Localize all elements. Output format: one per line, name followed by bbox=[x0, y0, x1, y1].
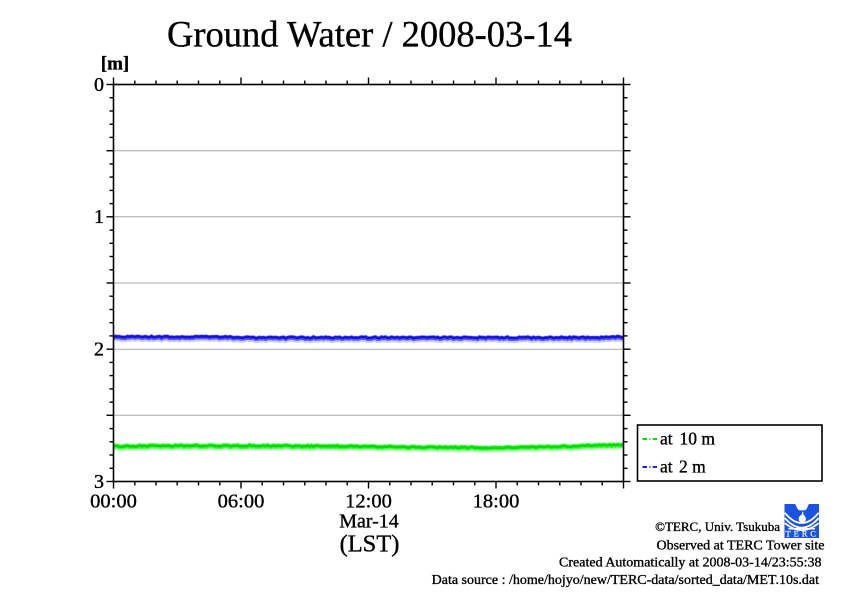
svg-text:at: at bbox=[660, 456, 673, 476]
svg-text:at: at bbox=[660, 429, 673, 449]
svg-text:TERC: TERC bbox=[786, 529, 819, 539]
svg-text:Data source : /home/hojyo/new/: Data source : /home/hojyo/new/TERC-data/… bbox=[432, 573, 819, 588]
svg-text:00:00: 00:00 bbox=[90, 490, 137, 512]
svg-text:Ground Water / 2008-03-14: Ground Water / 2008-03-14 bbox=[167, 14, 572, 55]
svg-text:0: 0 bbox=[94, 74, 104, 96]
svg-text:12:00: 12:00 bbox=[345, 490, 392, 512]
svg-text:Observed at TERC Tower site: Observed at TERC Tower site bbox=[656, 539, 824, 554]
svg-text:Mar-14: Mar-14 bbox=[339, 510, 399, 532]
svg-text:10 m: 10 m bbox=[680, 429, 716, 449]
svg-text:2: 2 bbox=[94, 339, 104, 361]
svg-text:18:00: 18:00 bbox=[473, 490, 520, 512]
svg-text:06:00: 06:00 bbox=[218, 490, 265, 512]
svg-text:3: 3 bbox=[94, 471, 104, 493]
svg-text:©TERC, Univ. Tsukuba: ©TERC, Univ. Tsukuba bbox=[655, 519, 780, 534]
svg-text:[m]: [m] bbox=[101, 54, 129, 75]
svg-text:2 m: 2 m bbox=[679, 456, 706, 476]
svg-text:Created Automatically at 2008-: Created Automatically at 2008-03-14/23:5… bbox=[559, 556, 821, 571]
svg-text:1: 1 bbox=[94, 206, 104, 228]
svg-text:(LST): (LST) bbox=[340, 531, 400, 558]
